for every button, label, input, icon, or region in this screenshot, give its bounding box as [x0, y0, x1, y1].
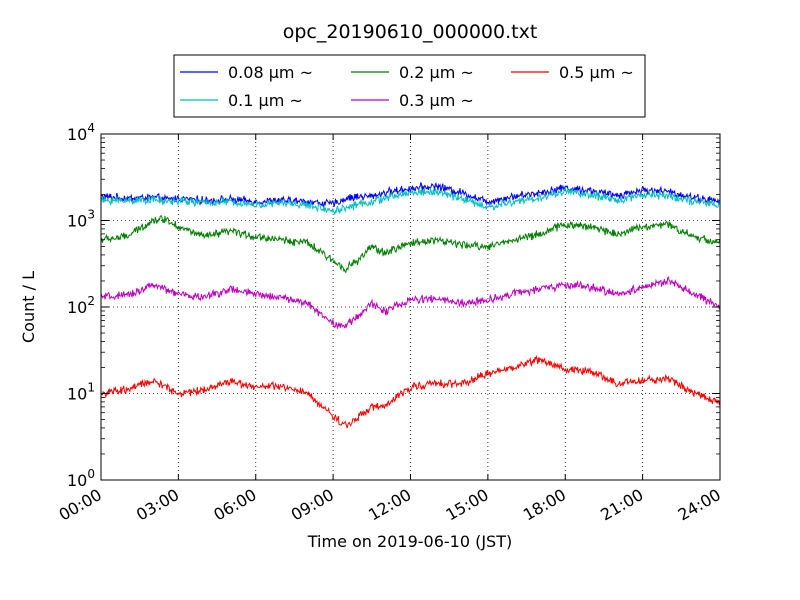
legend-label: 0.5 µm ~	[559, 63, 634, 82]
y-tick-label: 103	[67, 208, 95, 231]
x-axis-label: Time on 2019-06-10 (JST)	[307, 532, 512, 551]
legend-label: 0.1 µm ~	[228, 91, 303, 110]
series-line	[100, 186, 721, 215]
grid-layer	[101, 134, 720, 480]
series-line	[100, 355, 721, 429]
y-tick-label: 100	[67, 467, 95, 490]
legend-label: 0.3 µm ~	[399, 91, 474, 110]
series-layer	[100, 181, 721, 429]
series-line	[100, 276, 721, 330]
legend-box	[173, 54, 646, 118]
chart-title: opc_20190610_000000.txt	[283, 21, 538, 43]
legend-label: 0.08 µm ~	[228, 63, 313, 82]
y-tick-label: 101	[67, 381, 95, 404]
legend-label: 0.2 µm ~	[399, 63, 474, 82]
legend: 0.08 µm ~ 0.1 µm ~ 0.2 µm ~ 0.3 µm ~ 0.5 µm …	[173, 54, 646, 118]
y-tick-label: 104	[67, 121, 95, 144]
series-line	[100, 215, 721, 274]
y-tick-label: 102	[67, 294, 95, 317]
y-axis-label: Count / L	[19, 271, 38, 343]
